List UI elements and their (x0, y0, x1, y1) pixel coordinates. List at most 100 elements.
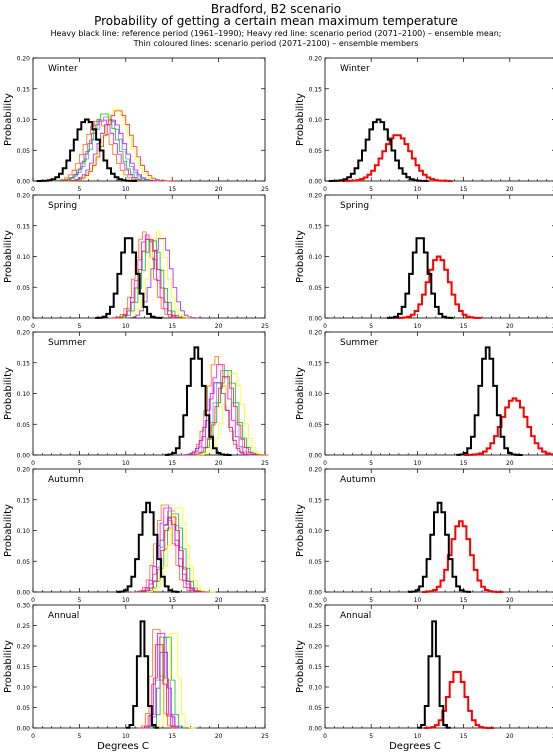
panel-label: Winter (48, 64, 78, 74)
y-tick-label: 0.10 (309, 254, 323, 261)
y-axis-label: Probability (3, 230, 14, 283)
y-tick-label: 0.05 (17, 422, 31, 429)
x-tick-label: 0 (31, 186, 35, 193)
x-tick-label: 25 (261, 733, 269, 740)
panel-label: Spring (48, 201, 77, 211)
y-tick-label: 0.00 (309, 726, 323, 733)
y-tick-label: 0.00 (309, 453, 323, 460)
x-tick-label: 10 (122, 186, 130, 193)
member-series-line (123, 231, 194, 319)
x-axis-label-right: Degrees C (389, 741, 441, 752)
member-series-line (181, 356, 256, 456)
x-tick-label: 15 (460, 186, 468, 193)
x-tick-label: 0 (31, 597, 35, 604)
x-tick-label: 15 (460, 597, 468, 604)
y-tick-label: 0.15 (309, 360, 323, 367)
x-tick-label: 5 (369, 323, 373, 330)
plot-frame (324, 331, 553, 456)
x-tick-label: 10 (122, 733, 130, 740)
y-tick-label: 0.25 (309, 623, 323, 630)
reference-line (328, 118, 429, 182)
panel-spring-mean: 05101520250.000.050.100.150.20SpringProb… (295, 193, 553, 330)
y-axis-label: Probability (3, 367, 14, 420)
reference-line (386, 237, 454, 319)
plot-frame (32, 468, 266, 593)
reference-line (417, 620, 451, 729)
x-tick-label: 15 (460, 733, 468, 740)
x-tick-label: 20 (506, 460, 514, 467)
y-tick-label: 0.00 (309, 316, 323, 323)
x-tick-label: 10 (414, 186, 422, 193)
scenario-mean-line (423, 671, 495, 729)
x-tick-label: 15 (168, 460, 176, 467)
x-tick-label: 20 (215, 186, 223, 193)
figure-subtitle: Probability of getting a certain mean ma… (94, 14, 458, 28)
y-axis-label: Probability (295, 640, 306, 693)
y-tick-label: 0.05 (309, 559, 323, 566)
y-tick-label: 0.15 (309, 86, 323, 93)
y-tick-label: 0.00 (309, 179, 323, 186)
panel-spring-members: 0 5 10 15 20 25 0.00 0.05 0.10 0.15 0.20 Spring Prob… (3, 193, 269, 331)
legend-line-1: Heavy black line: reference period (1961… (51, 29, 502, 38)
x-tick-label: 0 (323, 460, 327, 467)
member-series-line (145, 651, 183, 729)
x-tick-label: 15 (168, 733, 176, 740)
plot-frame (32, 57, 266, 182)
plot-frame (32, 194, 266, 319)
member-series-line (51, 116, 163, 182)
legend-line-2: Thin coloured lines: scenario period (20… (133, 39, 419, 48)
reference-line (408, 501, 471, 593)
y-axis-label: Probability (295, 230, 306, 283)
y-tick-label: 0.20 (309, 330, 323, 337)
member-series-line (145, 507, 216, 593)
scenario-mean-line (341, 134, 453, 182)
x-tick-label: 20 (506, 597, 514, 604)
member-series-line (62, 110, 175, 182)
y-tick-label: 0.20 (17, 56, 31, 63)
reference-line (116, 501, 180, 593)
x-tick-label: 5 (369, 186, 373, 193)
y-tick-label: 0.15 (309, 664, 323, 671)
y-tick-label: 0.20 (309, 467, 323, 474)
y-tick-label: 0.15 (309, 223, 323, 230)
x-tick-label: 0 (31, 323, 35, 330)
x-tick-label: 25 (261, 186, 269, 193)
member-series-line (188, 376, 267, 456)
panel-label: Summer (48, 338, 86, 348)
member-series-line (187, 370, 265, 456)
member-series-line (111, 239, 187, 319)
y-axis-label: Probability (3, 640, 14, 693)
panel-summer-mean: 05101520250.000.050.100.150.20SummerProb… (295, 330, 553, 467)
y-tick-label: 0.05 (17, 148, 31, 155)
panel-label: Autumn (340, 475, 376, 485)
y-axis-label: Probability (3, 504, 14, 557)
reference-line (164, 346, 232, 456)
x-tick-label: 5 (369, 733, 373, 740)
x-tick-label: 20 (506, 323, 514, 330)
y-tick-label: 0.10 (309, 685, 323, 692)
y-tick-label: 0.05 (17, 559, 31, 566)
member-series-line (52, 113, 157, 182)
y-tick-label: 0.10 (17, 528, 31, 535)
y-tick-label: 0.20 (309, 644, 323, 651)
x-tick-label: 10 (122, 460, 130, 467)
member-series-line (124, 238, 200, 319)
y-tick-label: 0.30 (309, 603, 323, 610)
x-tick-label: 10 (122, 323, 130, 330)
x-axis-label-left: Degrees C (97, 741, 149, 752)
x-tick-label: 5 (77, 597, 81, 604)
member-series-line (155, 633, 197, 729)
y-tick-label: 0.05 (309, 148, 323, 155)
x-tick-label: 25 (261, 597, 269, 604)
scenario-mean-line (464, 397, 553, 456)
x-tick-label: 15 (460, 460, 468, 467)
panel-annual-mean: 05101520250.000.050.100.150.200.250.30An… (295, 603, 553, 740)
x-tick-label: 15 (168, 323, 176, 330)
panel-label: Winter (340, 64, 370, 74)
panel-label: Spring (340, 201, 369, 211)
y-axis-label: Probability (3, 93, 14, 146)
x-tick-label: 15 (168, 597, 176, 604)
y-tick-label: 0.20 (17, 644, 31, 651)
y-tick-label: 0.05 (309, 285, 323, 292)
y-tick-label: 0.00 (17, 590, 31, 597)
